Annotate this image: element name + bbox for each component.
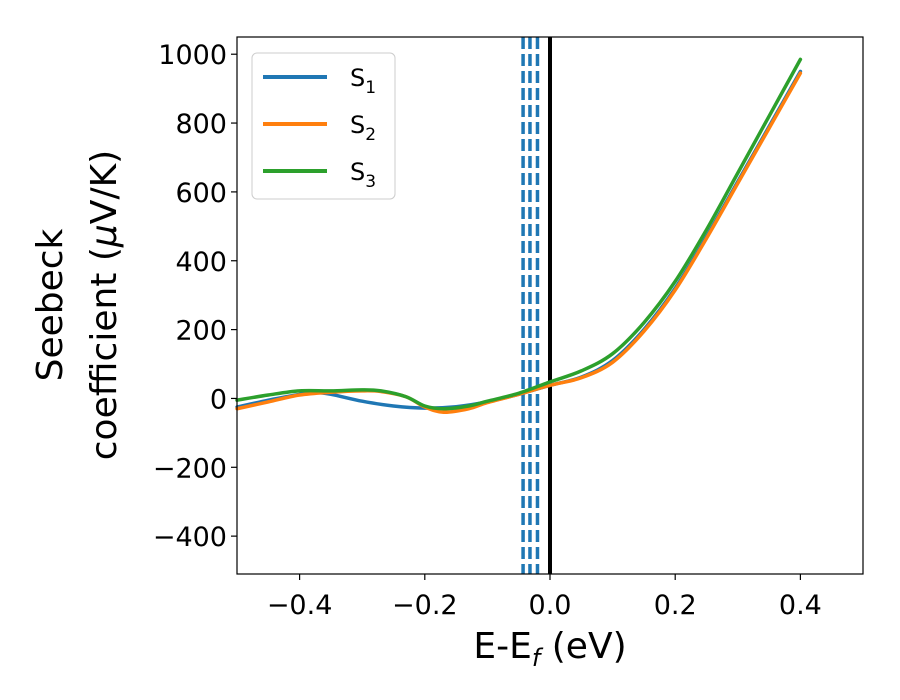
y-tick-label: −400 bbox=[153, 522, 227, 553]
legend-label-s1: S1 bbox=[350, 64, 376, 98]
y-tick-label: 800 bbox=[175, 109, 227, 140]
x-tick-label: 0.4 bbox=[779, 590, 822, 621]
y-axis-label-line1: Seebeck bbox=[30, 228, 71, 381]
series-line-s3 bbox=[235, 57, 803, 411]
vertical-reference-lines bbox=[521, 37, 552, 574]
legend-label-s3: S3 bbox=[350, 158, 376, 192]
x-tick-label: 0.0 bbox=[529, 590, 572, 621]
legend-label-s2: S2 bbox=[350, 111, 376, 145]
y-tick-label: −200 bbox=[153, 453, 227, 484]
series-lines bbox=[235, 57, 803, 414]
legend: S1 S2 S3 bbox=[251, 52, 396, 200]
y-axis-label: Seebeck coefficient (μV/K) bbox=[30, 150, 125, 460]
x-tick-label: −0.4 bbox=[267, 590, 333, 621]
y-tick-label: 0 bbox=[210, 384, 227, 415]
x-axis-label: E-Ef (eV) bbox=[473, 626, 626, 672]
y-tick-label: 200 bbox=[175, 316, 227, 347]
y-axis-label-line2: coefficient (μV/K) bbox=[84, 150, 125, 460]
y-axis-ticks: −400 −200 0 200 400 600 800 1000 bbox=[153, 40, 237, 553]
y-tick-label: 1000 bbox=[158, 40, 227, 71]
y-tick-label: 600 bbox=[175, 178, 227, 209]
x-axis-ticks: −0.4 −0.2 0.0 0.2 0.4 bbox=[267, 574, 822, 621]
y-tick-label: 400 bbox=[175, 247, 227, 278]
x-tick-label: −0.2 bbox=[392, 590, 458, 621]
x-tick-label: 0.2 bbox=[654, 590, 697, 621]
